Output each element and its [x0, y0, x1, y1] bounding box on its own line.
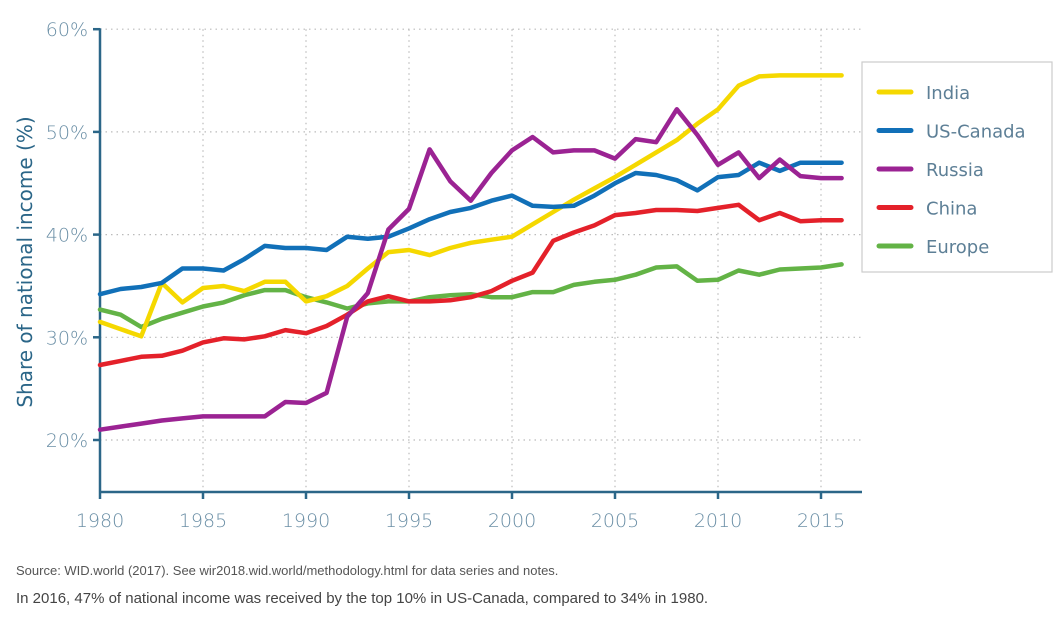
- legend: India US-Canada Russia China Europe: [861, 61, 1053, 273]
- series-line-india: [97, 73, 844, 339]
- x-tick-label: 2010: [694, 510, 742, 532]
- x-tick-label: 2005: [591, 510, 639, 532]
- x-tick-label: 1990: [282, 510, 330, 532]
- y-axis-label: Share of national income (%): [13, 116, 37, 407]
- series-line-europe: [97, 262, 844, 330]
- legend-label-us-canada: US-Canada: [926, 122, 1026, 143]
- x-tick-label: 2000: [488, 510, 536, 532]
- legend-label-china: China: [926, 199, 977, 220]
- x-tick-label: 2015: [797, 510, 845, 532]
- series-line-russia: [97, 107, 844, 432]
- source-note: Source: WID.world (2017). See wir2018.wi…: [16, 563, 559, 578]
- y-tick-label: 40%: [46, 225, 88, 247]
- y-tick-label: 60%: [46, 19, 88, 41]
- y-tick-label: 30%: [46, 327, 88, 349]
- series-lines: [97, 73, 844, 432]
- series-line-us-canada: [97, 160, 844, 297]
- legend-label-india: India: [926, 83, 970, 104]
- x-tick-label: 1995: [385, 510, 433, 532]
- legend-label-europe: Europe: [926, 237, 989, 258]
- y-tick-label: 50%: [46, 122, 88, 144]
- x-tick-label: 1985: [179, 510, 227, 532]
- series-line-china: [97, 202, 844, 368]
- caption-note: In 2016, 47% of national income was rece…: [16, 590, 709, 607]
- y-tick-label: 20%: [46, 430, 88, 452]
- grid: [100, 28, 862, 492]
- axes: 20% 30% 40% 50% 60% 1980 1985 1990 1995 2000 2005 2…: [46, 19, 862, 532]
- legend-label-russia: Russia: [926, 160, 984, 181]
- x-tick-label: 1980: [76, 510, 124, 532]
